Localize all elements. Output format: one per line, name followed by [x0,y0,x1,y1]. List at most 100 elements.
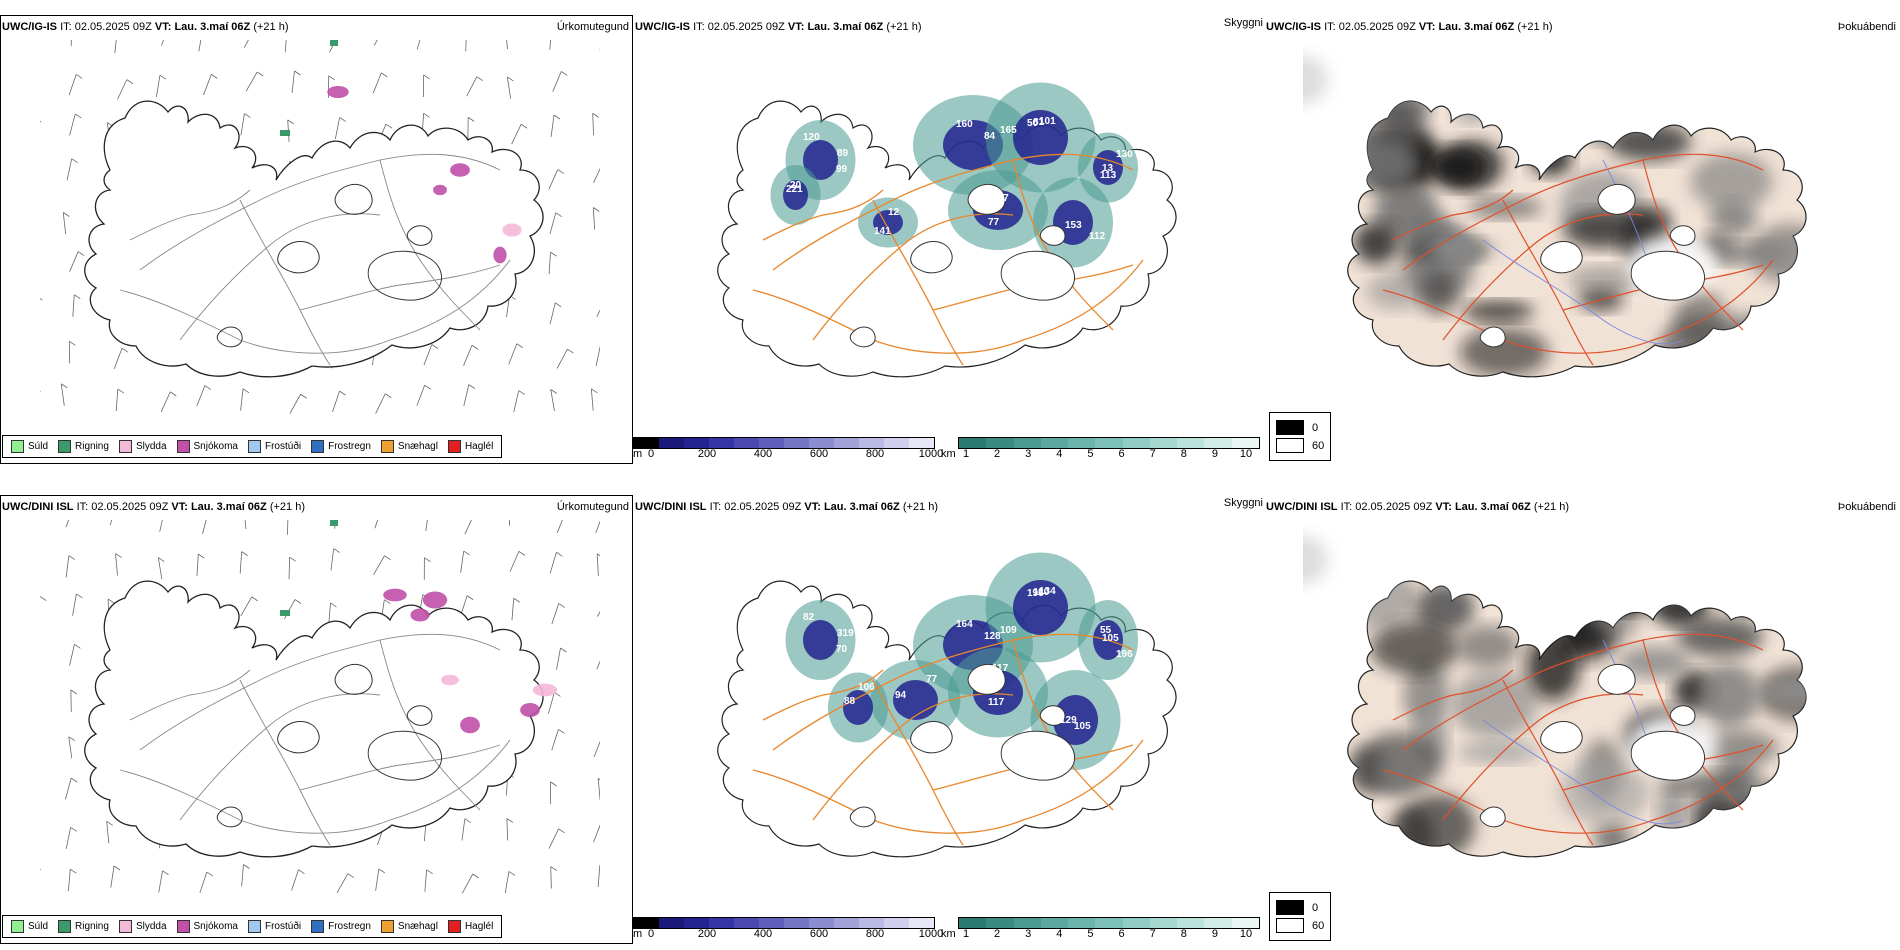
legend-item: Snjókoma [176,440,238,453]
wind-barb-flag [40,120,42,123]
fog-patch [1303,55,1328,105]
wind-barb [65,827,72,849]
wind-barb-flag [384,555,391,560]
legend-item: Frostúði [247,440,301,453]
panel-type-label: Skyggni [1223,17,1263,29]
wind-barb-flag [159,74,167,80]
wind-barb-flag [508,871,516,876]
colorbar-segment [1013,918,1041,928]
valid-time-value: Lau. 3.maí 06Z [1438,21,1515,33]
road-line [1402,633,1764,751]
wind-barb [114,40,117,54]
fog-patch [1303,535,1328,585]
legend-item: Súld [11,920,48,933]
colorbar-tick: 2 [994,928,1001,940]
ceiling-value-label: 134 [1039,586,1056,597]
model-name: UWC/IG-IS [1266,21,1321,33]
colorbar-segment [909,918,934,928]
lead-time: (+21 h) [1533,501,1569,513]
wind-barb [549,552,557,574]
legend-label: Súld [28,921,49,932]
fog-patch [1618,646,1692,679]
fog-patch [1347,581,1419,628]
colorbar-tick: 3 [1025,928,1032,940]
fog-patch [1462,301,1535,322]
wind-barb [416,40,421,50]
wind-barb [551,603,560,625]
wind-barb [597,778,600,801]
colorbar-tick: 800 [865,448,885,460]
snow-area [460,716,480,734]
legend-swatch [311,440,325,453]
wind-barb-flag [424,384,431,390]
wind-barb [161,40,164,46]
wind-barb-flag [468,384,475,389]
wind-barb [466,76,478,97]
colorbar-segment [1149,918,1178,928]
road-line [139,153,501,271]
wind-barb-flag [121,347,129,353]
wind-barb-flag [550,866,557,871]
glacier-outline [1630,250,1706,301]
panel-type-label: Skyggni [1223,497,1263,509]
low-ceiling-area [1013,110,1068,165]
ceiling-value-label: 99 [836,164,848,175]
colorbar-tick: 800 [865,928,885,940]
legend-label: Rigning [75,921,109,932]
wind-barb [552,71,562,92]
wind-barb-flag [471,344,479,350]
legend-label: 0 [1312,421,1319,434]
wind-barb [160,391,171,413]
wind-barb-flag [347,873,355,879]
colorbar-segment [859,438,884,448]
wind-barb-flag [426,869,433,875]
legend-swatch [118,920,132,933]
wind-barb-flag [516,343,524,349]
panel-title: UWC/DINI ISL IT: 02.05.2025 09Z VT: Lau.… [2,501,305,513]
wind-barb-flag [378,868,386,874]
wind-barb-flag [431,344,439,349]
glacier-outline [910,721,953,754]
fog-patch [1752,330,1807,358]
glacier-outline [1000,730,1076,781]
wind-barb [504,871,510,894]
legend-label: Frostregn [328,921,371,932]
wind-barb [550,115,555,137]
colorbar-segment [1068,438,1096,448]
glacier-outline [1669,705,1696,726]
legend-label: Slydda [135,921,167,932]
wind-barb [113,348,123,369]
fog-patch [1353,221,1399,265]
colorbar-tick: 1 [962,928,970,940]
wind-barb-flag [289,556,296,562]
ceiling-value-label: 13 [1102,163,1114,174]
panel-type-label: Úrkomutegund [556,501,629,513]
colorbar-tick: 7 [1149,928,1156,940]
colorbar-segment [959,438,987,448]
wind-barb [65,778,72,800]
wind-barb [511,598,515,621]
fog-patch [1697,663,1760,729]
wind-barb [511,124,522,145]
valid-time-value: Lau. 3.maí 06Z [823,501,900,513]
ceiling-value-label: 50 [1027,118,1039,129]
precip-type-legend: Súld Rigning Slydda Snjókoma Frostúði Frostre… [2,915,503,938]
wind-barb-flag [76,593,83,599]
map-panel-precip: UWC/IG-IS IT: 02.05.2025 09Z VT: Lau. 3.… [0,0,633,470]
low-ceiling-area [843,690,873,725]
fog-patch [1559,759,1650,825]
colorbar-segment [1231,918,1259,928]
wind-barb [289,394,301,414]
road-line [762,189,884,241]
fog-patch [1378,753,1415,792]
fog-patch [1526,631,1580,701]
colorbar-segment [1013,438,1041,448]
ceiling-unit: m [633,448,643,460]
colorbar-segment [684,438,709,448]
colorbar-tick: 1000 [918,448,944,460]
glacier-outline [277,721,320,754]
wind-barb-flag [550,389,557,394]
glacier-outline [1669,225,1696,246]
fog-patch [1729,581,1767,612]
glacier-outline [406,225,433,246]
